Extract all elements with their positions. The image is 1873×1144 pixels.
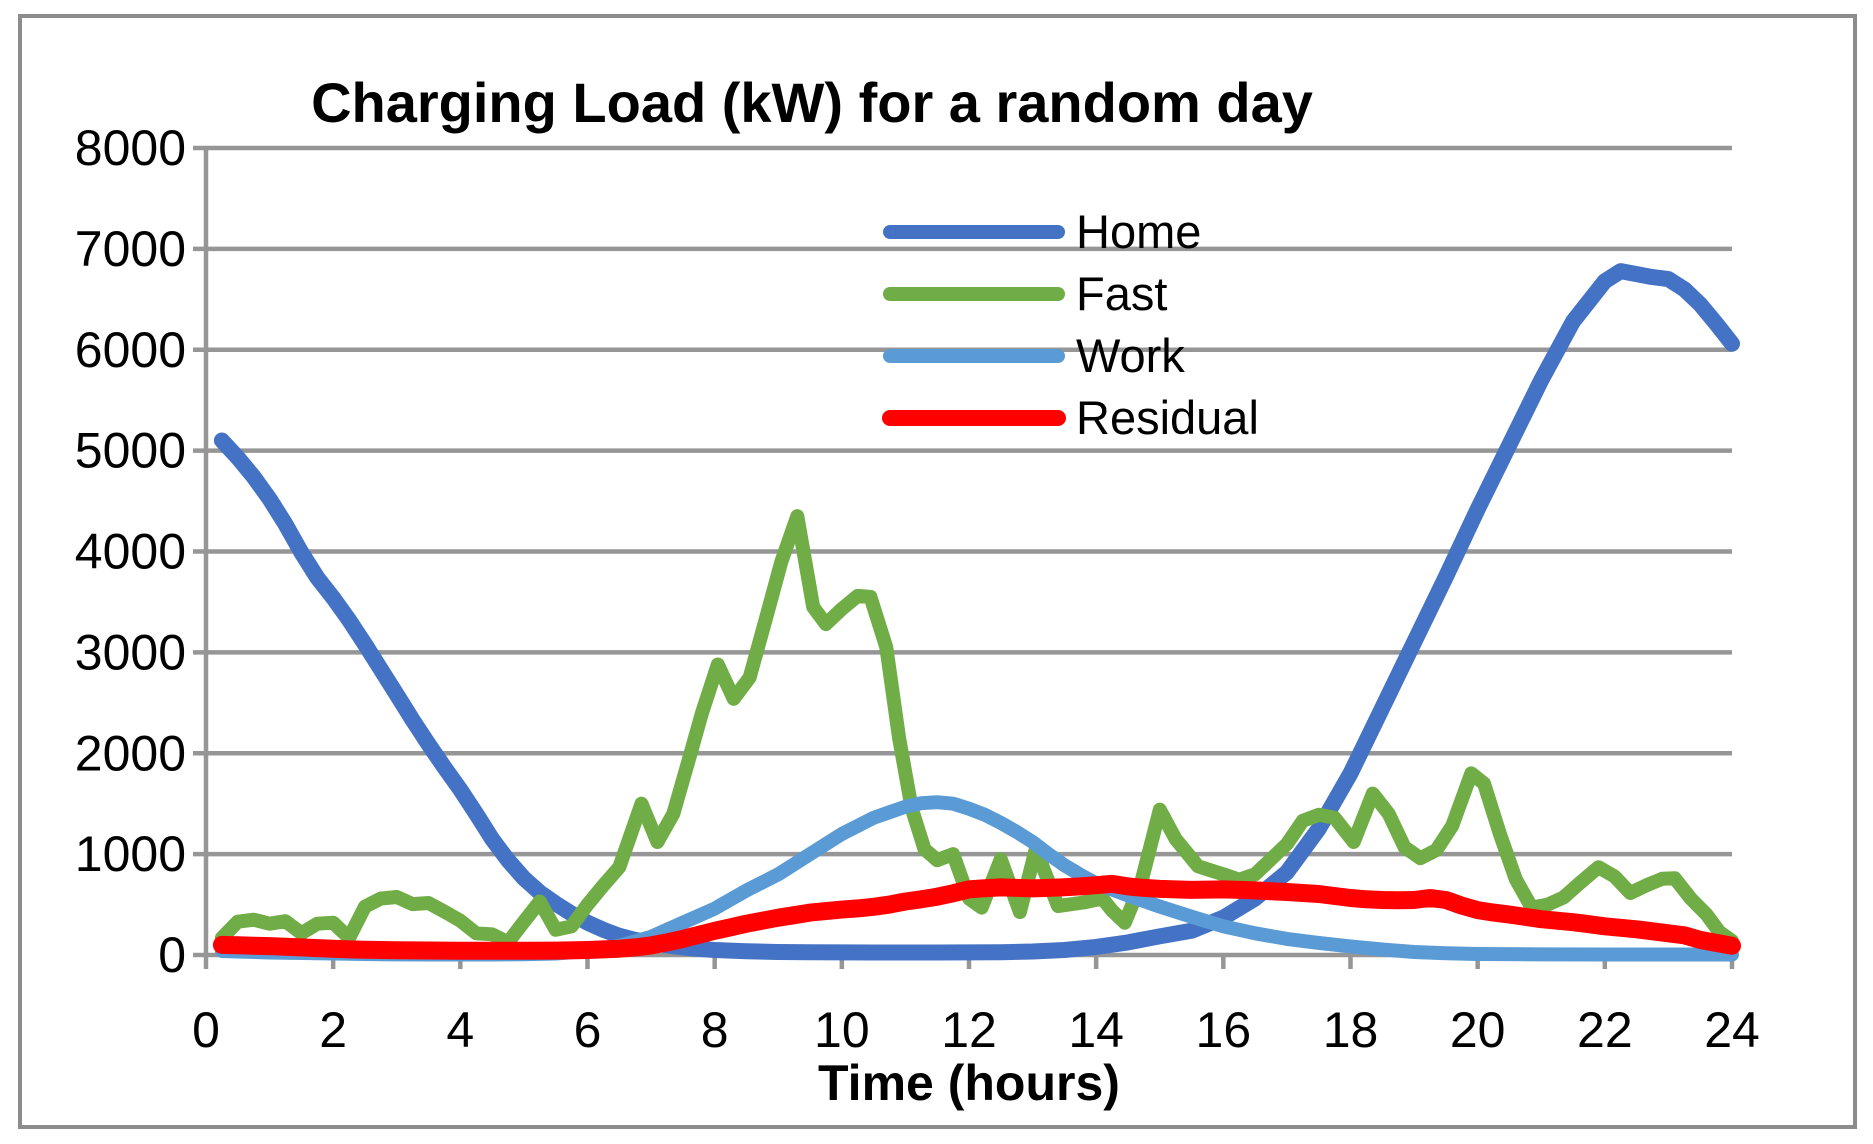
legend-label-residual: Residual — [1076, 391, 1259, 444]
x-tick-label-6: 6 — [574, 1002, 602, 1058]
legend-label-home: Home — [1076, 205, 1201, 258]
x-tick-label-0: 0 — [192, 1002, 220, 1058]
y-tick-label-4000: 4000 — [75, 524, 186, 580]
legend-item-work[interactable]: Work — [883, 329, 1185, 382]
x-axis-title: Time (hours) — [818, 1055, 1120, 1111]
x-tick-label-18: 18 — [1323, 1002, 1379, 1058]
legend-label-work: Work — [1076, 329, 1185, 382]
series-line-home[interactable] — [213, 263, 1740, 961]
legend-item-residual[interactable]: Residual — [882, 391, 1259, 444]
y-tick-label-1000: 1000 — [75, 826, 186, 882]
x-tick-label-8: 8 — [701, 1002, 729, 1058]
y-tick-label-5000: 5000 — [75, 423, 186, 479]
series-line-residual[interactable] — [212, 874, 1741, 960]
y-tick-label-7000: 7000 — [75, 221, 186, 277]
y-tick-label-2000: 2000 — [75, 725, 186, 781]
x-tick-label-20: 20 — [1450, 1002, 1506, 1058]
chart-title: Charging Load (kW) for a random day — [311, 71, 1313, 134]
x-tick-label-4: 4 — [446, 1002, 474, 1058]
x-tick-label-2: 2 — [319, 1002, 347, 1058]
y-tick-label-0: 0 — [158, 927, 186, 983]
chart-outer-border — [18, 14, 1857, 1129]
legend: Home Fast Work Residual — [882, 205, 1259, 444]
gridlines — [206, 145, 1732, 857]
x-tick-label-24: 24 — [1704, 1002, 1760, 1058]
legend-item-fast[interactable]: Fast — [883, 267, 1167, 320]
y-tick-label-3000: 3000 — [75, 624, 186, 680]
series-line-work[interactable] — [214, 795, 1739, 962]
series-lines — [212, 263, 1741, 962]
legend-item-home[interactable]: Home — [883, 205, 1201, 258]
y-tick-label-8000: 8000 — [75, 120, 186, 176]
x-tick-label-12: 12 — [941, 1002, 997, 1058]
x-tick-label-22: 22 — [1577, 1002, 1633, 1058]
x-tick-label-16: 16 — [1196, 1002, 1252, 1058]
x-tick-label-14: 14 — [1068, 1002, 1124, 1058]
x-tick-label-10: 10 — [814, 1002, 870, 1058]
legend-label-fast: Fast — [1076, 267, 1167, 320]
y-tick-label-6000: 6000 — [75, 322, 186, 378]
series-line-fast[interactable] — [214, 509, 1739, 950]
